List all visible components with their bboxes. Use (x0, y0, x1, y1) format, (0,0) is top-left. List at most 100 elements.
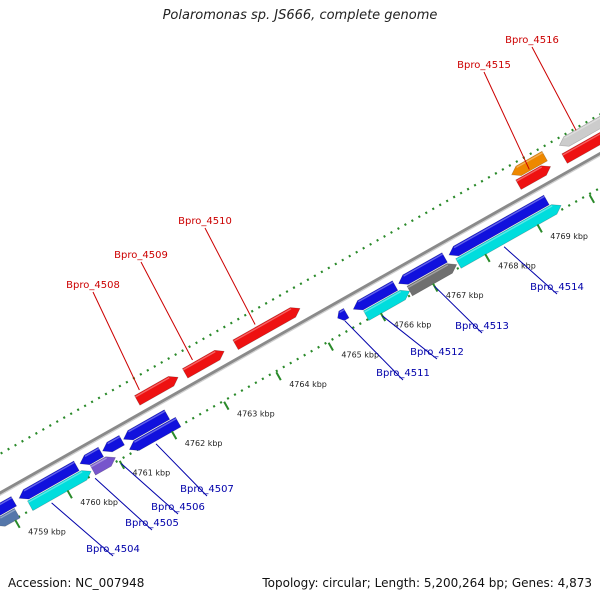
label-bpro-4514-leader (503, 246, 558, 295)
tick-label: 4763 kbp (237, 409, 275, 418)
label-bpro-4507-leader (155, 443, 208, 497)
tick-mark (171, 430, 178, 440)
backbone-line (0, 151, 600, 495)
gene-cyan-right (455, 204, 562, 269)
label-bpro-4509-label: Bpro_4509 (114, 250, 168, 261)
gene-cyan-left (27, 470, 92, 512)
tick-label: 4768 kbp (498, 262, 536, 271)
gene-bpro-4507-sheen (128, 410, 166, 433)
label-bpro-4513-label: Bpro_4513 (455, 321, 509, 332)
tick-mark (379, 312, 387, 322)
backbone-highlight (0, 155, 600, 496)
label-texts: Bpro_4508 Bpro_4509 Bpro_4510 Bpro_4515 Bpro… (66, 35, 584, 555)
tick-label: 4760 kbp (80, 498, 118, 507)
label-bpro-4511-leader (344, 320, 404, 381)
gene-bpro-4509-sheen (182, 351, 216, 371)
gene-bpro-4516-a-sheen (562, 133, 600, 156)
gene-bpro-4511-sheen (339, 309, 345, 313)
gene-steel-sheen (0, 509, 16, 519)
tick-mark (327, 342, 334, 352)
gene-bpro-4503-sheen (0, 497, 13, 506)
label-bpro-4512-leader (381, 315, 438, 360)
gene-bpro-4512 (352, 280, 399, 311)
gene-blue-row2-sheen (134, 417, 177, 443)
gene-bpro-4513-sheen (403, 253, 444, 277)
gene-bpro-4504-sheen (23, 461, 75, 492)
label-bpro-4509-leader (140, 261, 193, 361)
tick-mark (536, 224, 543, 233)
label-bpro-4504-label: Bpro_4504 (86, 544, 140, 555)
tick-label: 4766 kbp (394, 321, 432, 330)
gene-orange (511, 150, 548, 176)
gene-bpro-4509 (181, 349, 225, 379)
gene-gray-mid-sheen (407, 264, 449, 289)
tick-mark (223, 401, 230, 411)
tick-mark (14, 519, 21, 529)
tick-mark (484, 253, 491, 263)
label-bpro-4515-leader (483, 71, 530, 170)
gene-bpro-4508 (134, 376, 179, 406)
label-bpro-4506-leader (120, 463, 179, 515)
dotted-line-top (0, 113, 600, 456)
label-bpro-4511-label: Bpro_4511 (376, 368, 430, 379)
gene-bpro-4507 (123, 409, 171, 441)
gene-cyan-left-sheen (27, 471, 83, 503)
tick-label: 4765 kbp (341, 350, 379, 359)
gene-blue-row2 (128, 416, 182, 451)
label-bpro-4510-leader (204, 227, 256, 325)
label-bpro-4512-label: Bpro_4512 (410, 347, 464, 358)
label-bpro-4515-label: Bpro_4515 (457, 60, 511, 71)
tick-label: 4764 kbp (289, 380, 327, 389)
label-bpro-4513-leader (434, 285, 483, 334)
gene-bpro-4510 (232, 307, 301, 351)
label-bpro-4516-leader (531, 46, 577, 131)
gene-bpro-4514-sheen (453, 195, 545, 249)
tick-label: 4761 kbp (133, 469, 171, 478)
kbp-ticks: 4759 kbp 4760 kbp 4761 kbp 4762 kbp 4763 kbp… (14, 194, 596, 537)
label-bpro-4505-leader (94, 477, 153, 531)
gene-bpro-4508-sheen (134, 377, 170, 398)
gene-bpro-4516-a (561, 131, 600, 164)
genome-backbone (0, 151, 600, 496)
accession-text: Accession: NC_007948 (8, 576, 145, 590)
tick-label: 4762 kbp (185, 439, 223, 448)
label-bpro-4516-label: Bpro_4516 (505, 35, 559, 46)
label-bpro-4506-label: Bpro_4506 (151, 502, 205, 513)
label-bpro-4510-label: Bpro_4510 (178, 216, 232, 227)
tick-label: 4767 kbp (446, 291, 484, 300)
label-bpro-4514-label: Bpro_4514 (530, 282, 584, 293)
gene-bpro-4506-sheen (107, 436, 121, 445)
tick-label: 4759 kbp (28, 528, 66, 537)
gene-gray (558, 115, 600, 147)
map-title: Polaromonas sp. JS666, complete genome (162, 8, 438, 23)
gene-bpro-4515 (515, 165, 552, 190)
gene-bpro-4510-sheen (233, 308, 292, 342)
gene-bpro-4506 (102, 434, 125, 453)
gene-bpro-4512-sheen (357, 281, 394, 303)
gene-bpro-4511 (337, 307, 350, 321)
gene-gray-mid (406, 263, 458, 297)
label-bpro-4504-leader (51, 502, 114, 557)
gene-features (0, 115, 600, 527)
label-bpro-4508-leader (92, 291, 140, 391)
label-bpro-4508-label: Bpro_4508 (66, 280, 120, 291)
gene-bpro-4515-sheen (516, 166, 543, 182)
gene-purple-sheen (90, 457, 107, 468)
gene-bpro-4503 (0, 496, 18, 516)
gene-steel (0, 507, 21, 527)
tick-mark (588, 194, 596, 204)
label-bpro-4507-label: Bpro_4507 (180, 484, 234, 495)
gene-gray-sheen (564, 117, 600, 139)
tick-mark (66, 489, 73, 499)
gene-purple (89, 456, 116, 476)
summary-text: Topology: circular; Length: 5,200,264 bp… (262, 576, 592, 590)
label-leader-lines (51, 46, 577, 557)
gene-bpro-4514 (448, 194, 550, 257)
gene-bpro-4505-sheen (84, 447, 100, 458)
tick-mark (275, 371, 282, 381)
gene-cyan-mid-sheen (363, 290, 402, 313)
gene-bpro-4505 (79, 446, 105, 466)
gene-bpro-4513 (398, 252, 448, 285)
gene-cyan-mid (363, 289, 411, 321)
